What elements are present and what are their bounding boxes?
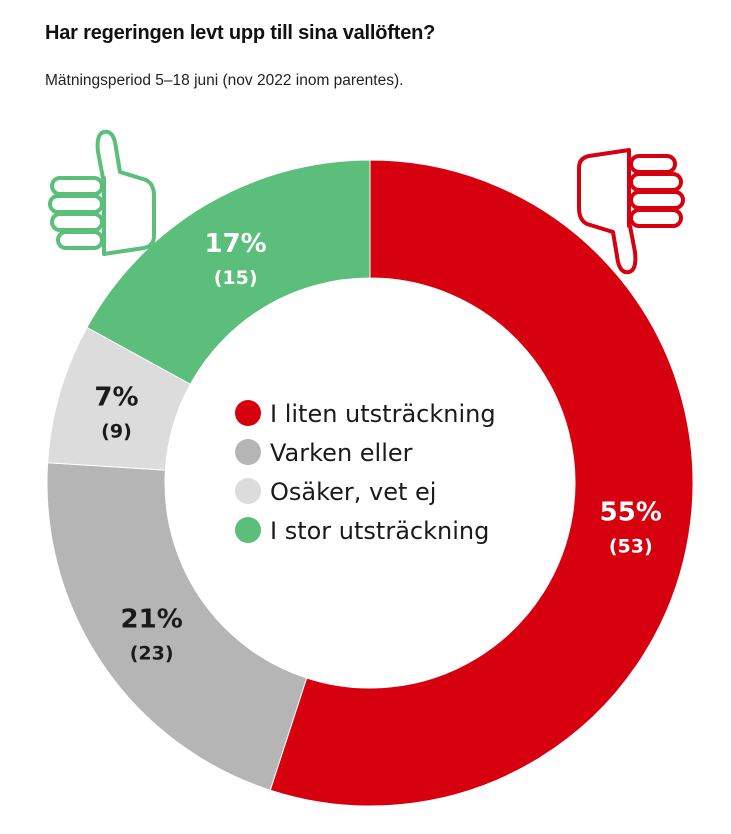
legend-label-i-liten-utstrackning: I liten utsträckning [270,400,496,428]
legend-swatch-i-liten-utstrackning [235,400,261,426]
legend-label-i-stor-utstrackning: I stor utsträckning [270,517,489,545]
thumbs-up-icon [48,129,156,256]
slice-value-label: 17% [204,229,266,259]
legend-swatch-varken-eller [235,439,261,465]
legend-swatch-i-stor-utstrackning [235,517,261,543]
slice-previous-label: (15) [214,267,258,289]
thumbs-down-icon [577,148,685,275]
legend-label-osaker-vet-ej: Osäker, vet ej [270,478,436,506]
slice-previous-label: (23) [130,642,174,664]
legend: I liten utsträckning Varken eller Osäker, … [235,400,496,545]
slice-value-label: 7% [94,382,138,412]
slice-i-liten-utstrackning [269,159,694,807]
slice-previous-label: (53) [609,535,653,557]
chart-subtitle: Mätningsperiod 5–18 juni (nov 2022 inom … [45,72,404,89]
legend-swatch-osaker-vet-ej [235,478,261,504]
slice-value-label: 21% [121,604,183,634]
chart-title: Har regeringen levt upp till sina vallöf… [45,22,436,44]
legend-label-varken-eller: Varken eller [270,439,413,467]
slice-value-label: 55% [600,497,662,527]
slice-varken-eller [46,462,308,791]
slice-previous-label: (9) [101,420,132,442]
